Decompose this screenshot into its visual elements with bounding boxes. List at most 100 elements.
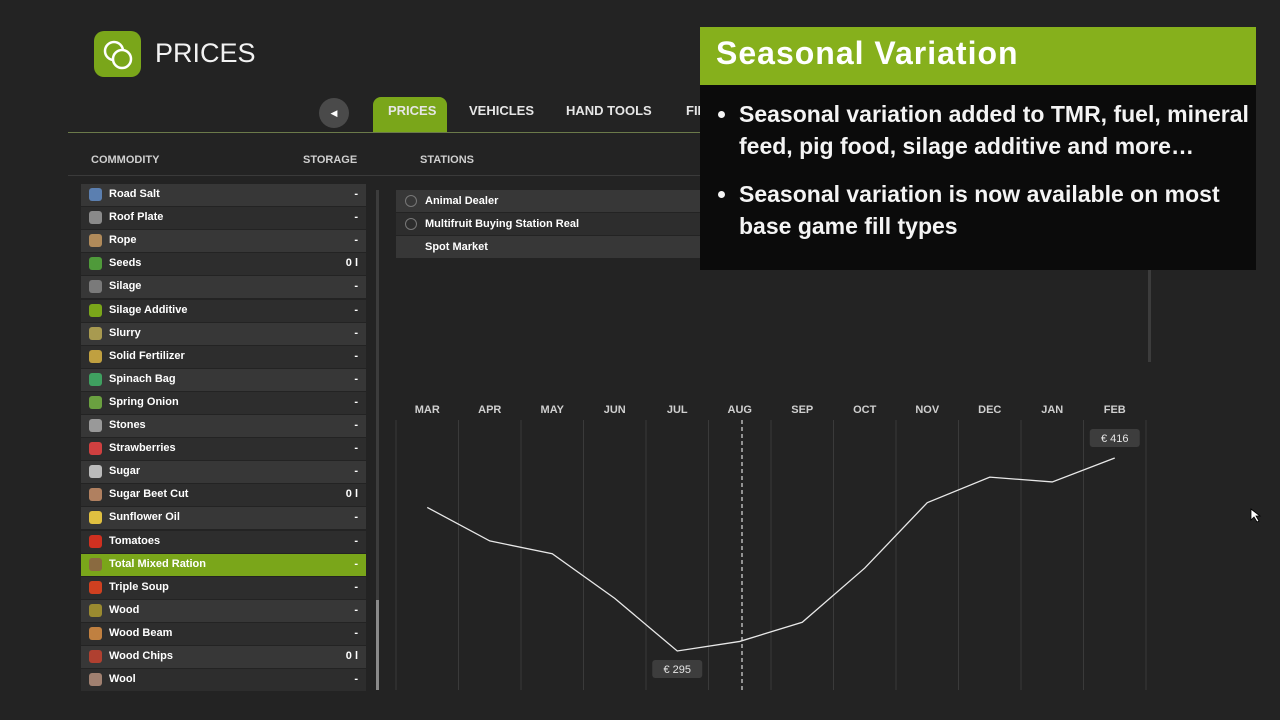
commodity-row[interactable]: Wood - [81,599,366,622]
commodity-row[interactable]: Tomatoes - [81,530,366,553]
commodity-name: Sunflower Oil [109,511,180,524]
commodity-name: Sugar [109,465,141,478]
commodity-name: Silage Additive [109,303,188,316]
station-icon [405,218,417,230]
commodity-row[interactable]: Spinach Bag - [81,368,366,391]
commodity-row[interactable]: Sugar - [81,461,366,484]
commodity-row[interactable]: Wood Chips 0 l [81,646,366,668]
commodity-storage: - [354,372,358,385]
commodity-storage: - [354,280,358,293]
month-label: DEC [978,404,1001,416]
commodity-storage: - [354,211,358,224]
commodity-name: Tomatoes [109,534,161,547]
commodity-icon [89,372,102,386]
commodity-name: Road Salt [109,188,160,200]
scroll-thumb[interactable] [376,600,379,690]
station-name: Multifruit Buying Station Real [425,218,579,230]
commodity-icon [89,511,102,525]
overlay-bullet: Seasonal variation is now available on m… [739,178,1269,242]
commodity-icon [89,534,102,548]
commodity-row[interactable]: Solid Fertilizer - [81,345,366,368]
commodity-row[interactable]: Wool - [81,669,366,692]
month-label: JAN [1041,404,1063,416]
commodity-storage: 0 l [345,650,358,662]
commodity-storage: - [354,534,358,547]
commodity-storage: - [354,234,358,247]
commodity-name: Spring Onion [109,395,179,408]
tab-underline [68,132,1158,133]
commodity-icon [89,673,102,687]
commodity-name: Silage [109,280,142,293]
commodity-icon [89,488,102,502]
commodity-icon [89,650,102,663]
commodity-icon [89,326,102,340]
overlay-bullet: Seasonal variation added to TMR, fuel, m… [739,98,1269,162]
commodity-row[interactable]: Rope - [81,230,366,253]
commodity-storage: - [354,395,358,408]
month-label: MAY [541,404,565,416]
station-row[interactable]: Multifruit Buying Station Real [396,213,700,235]
scrollbar-right [1148,190,1151,362]
commodity-storage: - [354,580,358,593]
commodity-icon [89,303,102,317]
overlay-body [700,85,1256,270]
commodity-row[interactable]: Silage - [81,276,366,299]
commodity-storage: 0 l [345,257,358,270]
price-label: € 416 [1101,433,1129,445]
header-line [68,175,1158,176]
commodity-storage: - [354,557,358,570]
month-label: APR [478,404,501,416]
month-label: OCT [853,404,877,416]
commodity-icon [89,280,102,294]
price-line [426,457,1115,652]
commodity-name: Slurry [109,326,141,339]
commodity-row[interactable]: Slurry - [81,322,366,345]
commodity-storage: - [354,465,358,478]
commodity-storage: - [354,419,358,431]
commodity-icon [89,557,102,571]
commodity-row[interactable]: Wood Beam - [81,622,366,645]
commodity-storage: - [354,442,358,455]
commodity-icon [89,349,102,363]
commodity-row[interactable]: Strawberries - [81,438,366,461]
commodity-name: Rope [109,234,137,247]
price-label: € 295 [663,664,691,676]
month-label: MAR [415,404,440,416]
scrollbar[interactable] [376,190,379,690]
tab[interactable]: HAND TOOLS [566,103,652,118]
commodity-name: Wool [109,673,136,686]
station-row[interactable]: Spot Market [396,236,700,258]
commodity-icon [89,465,102,479]
commodity-row[interactable]: Triple Soup - [81,576,366,599]
tab[interactable]: PRICES [388,103,437,118]
commodity-row[interactable]: Total Mixed Ration - [81,553,366,576]
tab[interactable]: VEHICLES [469,103,535,118]
commodity-row[interactable]: Stones - [81,415,366,437]
commodity-row[interactable]: Spring Onion - [81,391,366,414]
commodity-name: Triple Soup [109,580,169,593]
commodity-row[interactable]: Road Salt - [81,184,366,206]
commodity-row[interactable]: Silage Additive - [81,299,366,322]
page-title: PRICES [155,38,256,68]
commodity-storage: - [354,673,358,686]
commodity-storage: - [354,511,358,524]
commodity-storage: - [354,326,358,339]
month-label: JUL [667,404,688,416]
commodity-icon [89,234,102,248]
logo-icon [103,40,133,70]
commodity-icon [89,626,102,640]
commodity-storage: - [354,188,358,200]
commodity-name: Seeds [109,257,142,270]
commodity-icon [89,442,102,456]
back-button[interactable]: ◀ [319,98,349,128]
commodity-row[interactable]: Sunflower Oil - [81,507,366,530]
commodity-icon [89,419,102,432]
month-label: SEP [791,404,813,416]
commodity-row[interactable]: Roof Plate - [81,207,366,230]
station-row[interactable]: Animal Dealer [396,190,700,212]
commodity-row[interactable]: Seeds 0 l [81,253,366,276]
commodity-storage: - [354,626,358,639]
commodity-row[interactable]: Sugar Beet Cut 0 l [81,484,366,507]
